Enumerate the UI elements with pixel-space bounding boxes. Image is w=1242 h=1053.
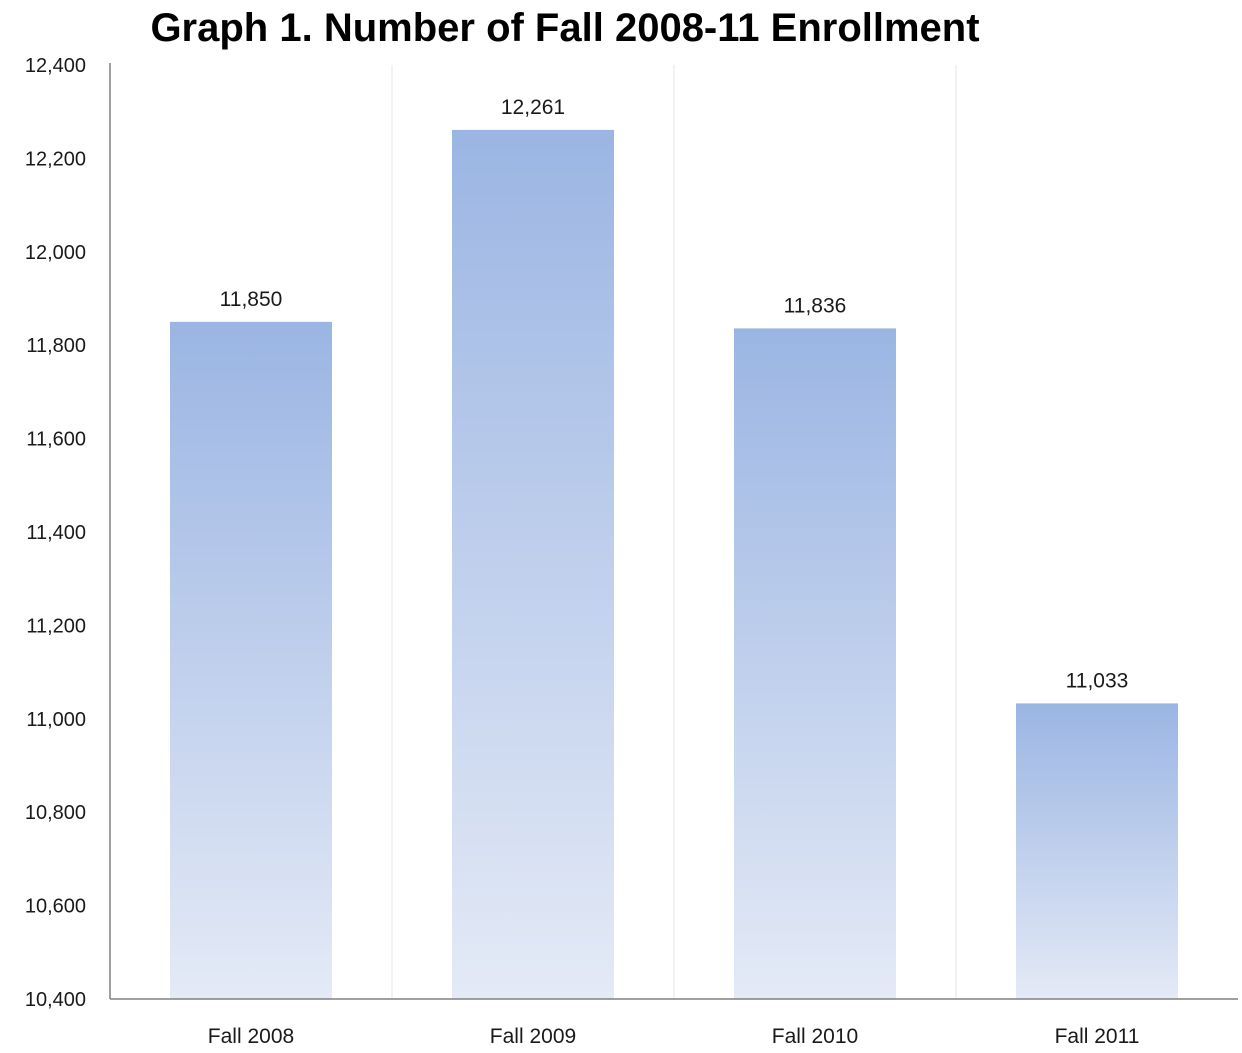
x-tick-label: Fall 2009 [490, 1025, 576, 1048]
data-label: 11,836 [784, 294, 847, 317]
y-tick-label: 11,400 [26, 522, 86, 544]
x-tick-label: Fall 2010 [772, 1025, 858, 1048]
data-label: 11,033 [1066, 669, 1129, 692]
bars [170, 129, 1178, 1000]
y-tick-label: 11,000 [26, 709, 86, 731]
x-tick-label: Fall 2008 [208, 1025, 294, 1048]
grid-lines [391, 65, 957, 999]
axes [109, 63, 1238, 1000]
y-tick-label: 11,200 [26, 615, 86, 637]
bar-fall-2011 [1016, 703, 1178, 999]
y-tick-label: 10,400 [25, 989, 86, 1011]
y-tick-label: 10,600 [25, 896, 86, 918]
y-tick-label: 11,800 [26, 335, 86, 357]
y-tick-label: 12,000 [25, 242, 86, 264]
y-tick-label: 10,800 [25, 802, 86, 824]
bar-fall-2009 [452, 129, 614, 1000]
y-tick-label: 12,200 [25, 148, 86, 170]
bar-fall-2010 [734, 328, 896, 999]
labels: 11,850 Fall 2008 12,261 Fall 2009 11,836 Fall… [25, 55, 1140, 1048]
bar-fall-2008 [170, 321, 332, 1000]
x-tick-label: Fall 2011 [1055, 1025, 1140, 1048]
y-tick-label: 11,600 [26, 429, 86, 451]
data-label: 11,850 [220, 288, 283, 311]
y-tick-label: 12,400 [25, 55, 86, 77]
chart-title: Graph 1. Number of Fall 2008-11 Enrollme… [150, 6, 980, 50]
data-label: 12,261 [501, 96, 565, 119]
